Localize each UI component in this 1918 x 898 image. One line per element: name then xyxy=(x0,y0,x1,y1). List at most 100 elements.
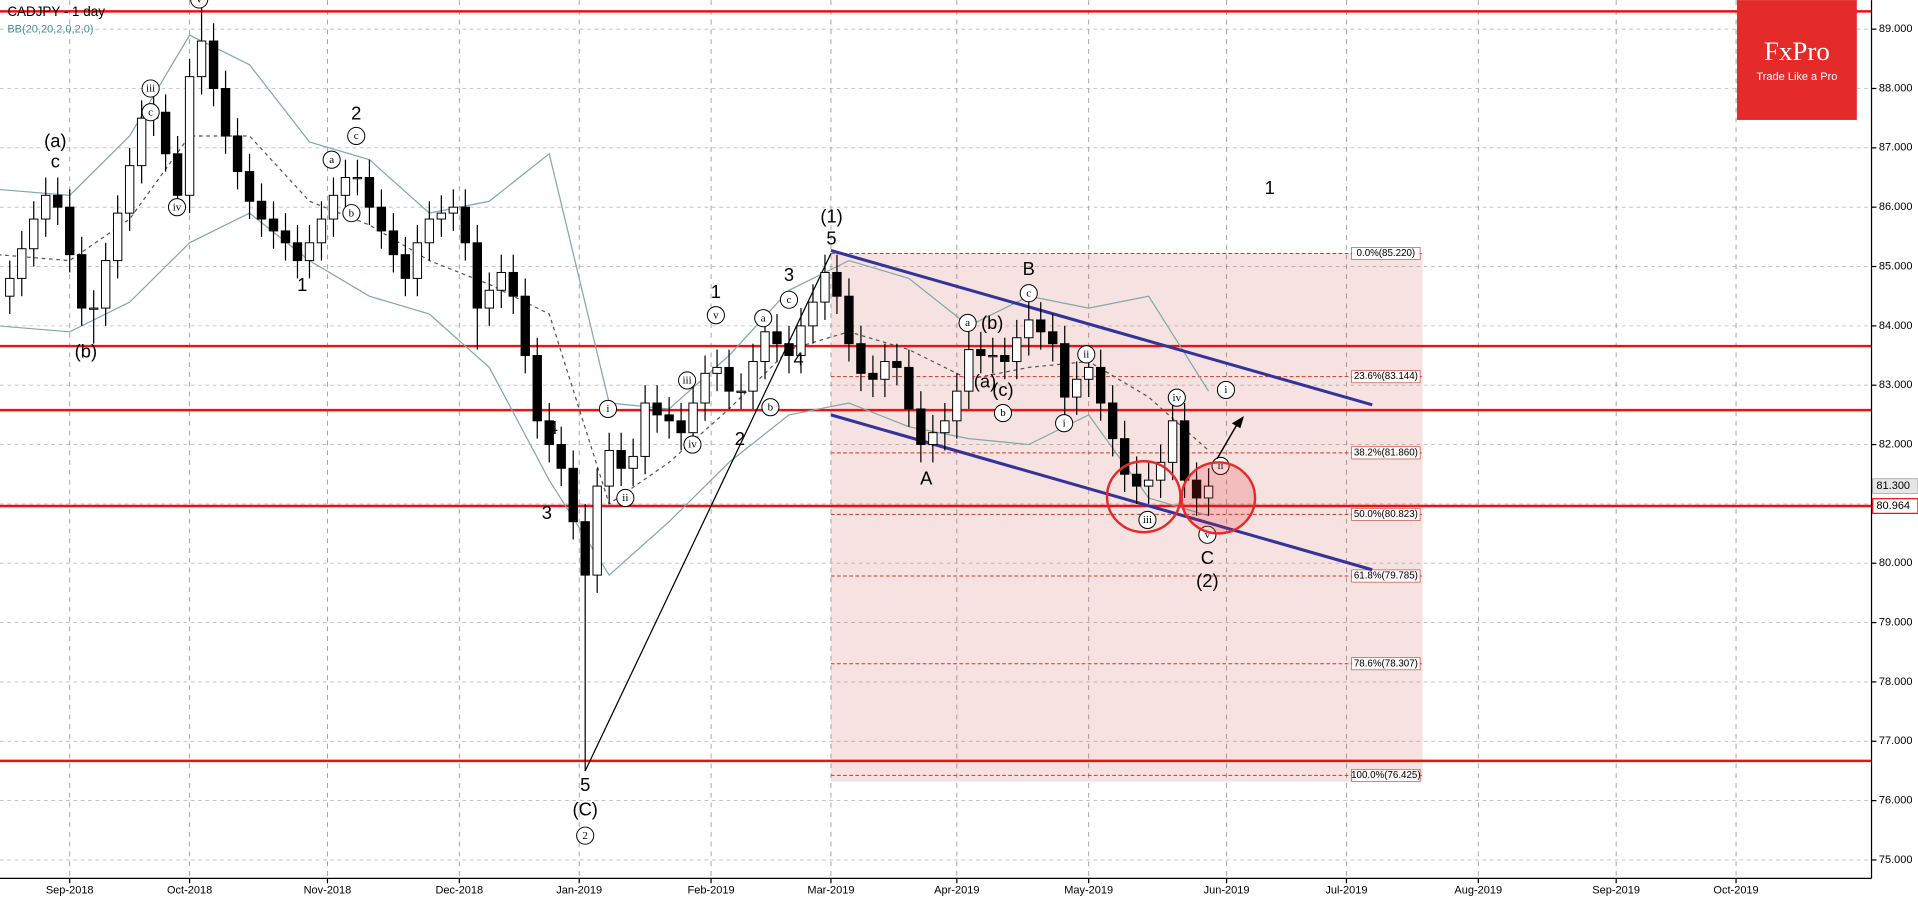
fibonacci-label-box xyxy=(1351,446,1421,460)
candle-body xyxy=(976,349,986,357)
wave-label: 3 xyxy=(542,502,552,523)
candle-body xyxy=(664,414,674,422)
wave-label: 4 xyxy=(548,417,558,438)
candle-body xyxy=(772,331,782,345)
candle-body xyxy=(700,372,710,404)
wave-label: 2 xyxy=(582,830,588,842)
candle-body xyxy=(316,218,327,244)
fibonacci-label: 0.0%(85.220) xyxy=(1357,248,1416,259)
fibonacci-label-box xyxy=(1351,768,1421,782)
fibonacci-label-box xyxy=(1351,247,1421,260)
candle-body xyxy=(640,402,650,457)
candle-body xyxy=(652,402,662,416)
fibonacci-label: 50.0%(80.823) xyxy=(1354,509,1418,520)
wave-label: c xyxy=(354,130,359,142)
candle-body xyxy=(304,242,315,262)
wave-line xyxy=(584,253,832,772)
candle-body xyxy=(520,295,530,357)
candle-body xyxy=(760,331,770,362)
front-layer: 75.00076.00077.00078.00079.00080.00081.0… xyxy=(44,0,1918,896)
candle-body xyxy=(400,254,411,279)
candle-body xyxy=(17,248,27,279)
indicator-label: BB(20,20,2,0,2,0) xyxy=(7,23,93,35)
fibonacci-label-box xyxy=(1351,507,1421,521)
y-tick-label: 82.000 xyxy=(1879,438,1913,450)
wave-label: ii xyxy=(1218,460,1224,472)
wave-label: v xyxy=(1205,529,1211,541)
candle-body xyxy=(616,450,626,469)
candle-body xyxy=(136,117,147,167)
wave-label: v xyxy=(196,0,202,6)
wave-label: C xyxy=(1201,547,1214,568)
candle-body xyxy=(1131,473,1142,487)
x-tick-label: Sep-2018 xyxy=(46,884,94,896)
candle-body xyxy=(676,420,686,434)
candle-body xyxy=(592,485,602,576)
candle-body xyxy=(580,521,590,576)
candle-body xyxy=(892,360,902,368)
highlight-circle xyxy=(1105,460,1182,534)
candle-body xyxy=(928,432,938,446)
candle-body xyxy=(124,165,135,214)
wave-label: a xyxy=(329,154,334,166)
wave-label: i xyxy=(1224,384,1227,396)
candle-body xyxy=(856,343,866,374)
candle-body xyxy=(268,218,279,232)
wave-label: iv xyxy=(1173,392,1182,404)
wave-label: (a) xyxy=(974,371,996,392)
y-tick-label: 87.000 xyxy=(1879,142,1913,154)
candle-body xyxy=(1072,378,1082,398)
wave-label: a xyxy=(965,317,970,329)
wave-label-circle xyxy=(993,404,1013,423)
candle-body xyxy=(556,444,566,469)
wave-label-circle xyxy=(1019,284,1038,303)
candle-body xyxy=(1000,355,1010,362)
candle-body xyxy=(904,366,914,410)
highlight-circle xyxy=(1180,461,1257,535)
wave-label-circle xyxy=(706,306,725,325)
candle-body xyxy=(172,153,183,196)
candle-body xyxy=(100,260,111,309)
candle-body xyxy=(436,212,447,220)
fibonacci-label-box xyxy=(1351,657,1421,671)
x-tick-label: Jun-2019 xyxy=(1204,884,1250,896)
wave-label: iii xyxy=(1143,514,1152,526)
candle-body xyxy=(256,200,267,220)
wave-label-circle xyxy=(141,103,160,122)
y-tick-label: 84.000 xyxy=(1879,320,1913,332)
bollinger-middle xyxy=(0,135,1209,505)
candle-body xyxy=(29,218,39,250)
candle-body xyxy=(364,177,375,208)
wave-label: i xyxy=(1063,417,1066,429)
candle-body xyxy=(868,372,878,380)
wave-label: b xyxy=(349,207,355,219)
candle-body xyxy=(352,177,363,180)
candle-body xyxy=(916,408,926,446)
candle-body xyxy=(1143,479,1154,487)
candle-body xyxy=(41,194,51,220)
wave-label-circle xyxy=(761,398,780,417)
candle-body xyxy=(568,467,578,523)
candle-body xyxy=(1012,337,1022,362)
candle-body xyxy=(1191,479,1202,499)
x-tick-label: Oct-2018 xyxy=(167,884,212,896)
candle-body xyxy=(160,111,171,155)
candle-body xyxy=(532,355,542,422)
candle-body xyxy=(1119,438,1130,475)
wave-label-circle xyxy=(322,150,341,169)
logo-box xyxy=(1736,0,1857,120)
x-tick-label: May-2019 xyxy=(1064,884,1113,896)
candle-body xyxy=(196,40,207,78)
y-tick-label: 80.000 xyxy=(1879,557,1913,569)
bollinger-lower xyxy=(0,212,1209,577)
wave-label: c xyxy=(787,294,792,306)
wave-label: 2 xyxy=(351,102,361,123)
wave-label: 5 xyxy=(580,774,590,795)
y-tick-label: 83.000 xyxy=(1879,379,1913,391)
candle-body xyxy=(340,177,351,196)
wave-label-circle xyxy=(576,826,595,845)
wave-label: v xyxy=(713,309,719,321)
wave-label: iii xyxy=(683,375,692,387)
y-tick-label: 86.000 xyxy=(1879,201,1913,213)
